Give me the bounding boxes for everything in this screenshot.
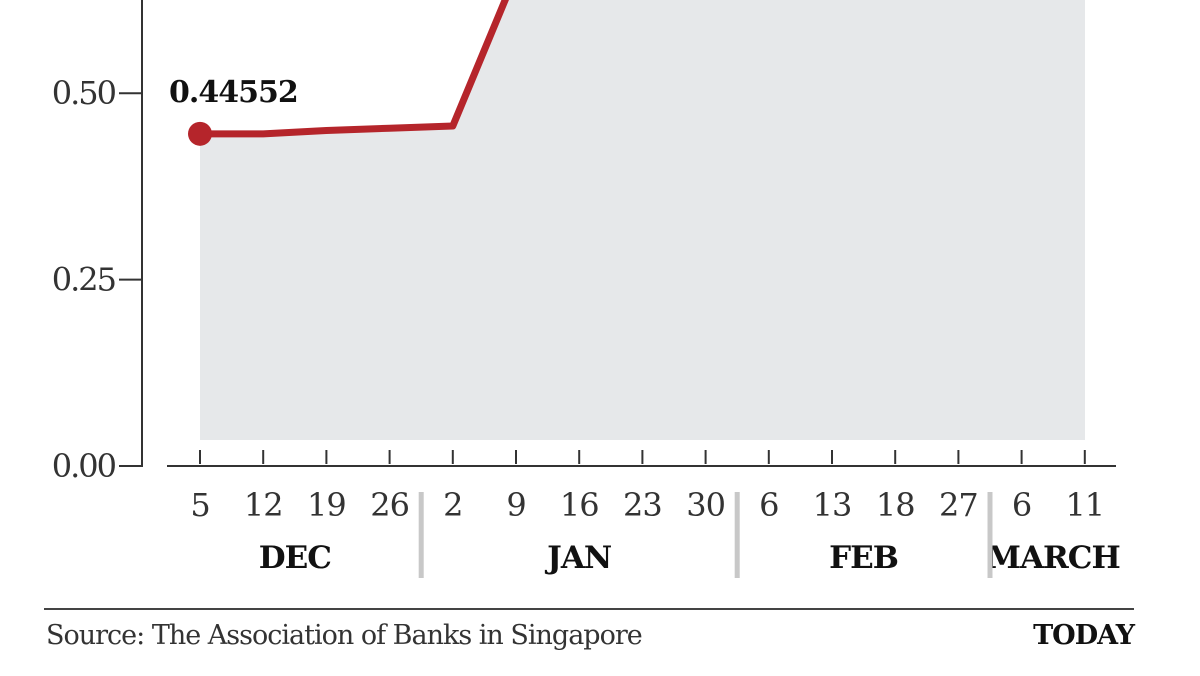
x-tick-label: 26 [370, 486, 409, 524]
value-annotation: 0.44552 [169, 75, 298, 110]
month-label: FEB [829, 540, 898, 576]
series-line [196, 0, 509, 138]
month-separator [734, 492, 740, 578]
axes: 0.00 0.25 0.50 5 12 19 26 2 9 16 23 30 6 13 18 27 6 11 DEC… [52, 0, 1121, 578]
label-layer: 0.44552 [169, 75, 299, 110]
month-label: JAN [544, 540, 612, 576]
x-tick-label: 13 [813, 486, 852, 524]
x-tick-label: 2 [443, 486, 462, 524]
month-label: DEC [259, 540, 332, 576]
brand-logo-text: TODAY [1033, 620, 1135, 651]
x-tick-label: 23 [623, 486, 662, 524]
x-tick-label: 11 [1065, 486, 1104, 524]
chart: 0.00 0.25 0.50 5 12 19 26 2 9 16 23 30 6 13 18 27 6 11 DEC… [52, 0, 1121, 578]
x-tick-label: 19 [307, 486, 346, 524]
series-area [200, 0, 1085, 440]
month-separator [418, 492, 424, 578]
footer-divider [44, 608, 1134, 610]
area-layer [200, 0, 1085, 440]
x-tick-label: 27 [939, 486, 978, 524]
x-tick-label: 12 [244, 486, 283, 524]
start-point-marker [188, 121, 212, 146]
line-layer [188, 0, 509, 146]
y-tick-label: 0.25 [52, 261, 115, 299]
month-separator [987, 492, 993, 578]
x-tick-label: 18 [876, 486, 915, 524]
y-tick-label: 0.50 [52, 74, 116, 112]
x-tick-label: 6 [1012, 486, 1031, 524]
x-tick-label: 5 [190, 486, 209, 524]
x-tick-label: 30 [686, 486, 725, 524]
y-tick-label: 0.00 [52, 447, 116, 485]
x-tick-label: 16 [560, 486, 599, 524]
source-note: Source: The Association of Banks in Sing… [46, 620, 643, 651]
x-tick-label: 9 [506, 486, 525, 524]
x-tick-label: 6 [759, 486, 778, 524]
month-label: MARCH [987, 540, 1120, 576]
